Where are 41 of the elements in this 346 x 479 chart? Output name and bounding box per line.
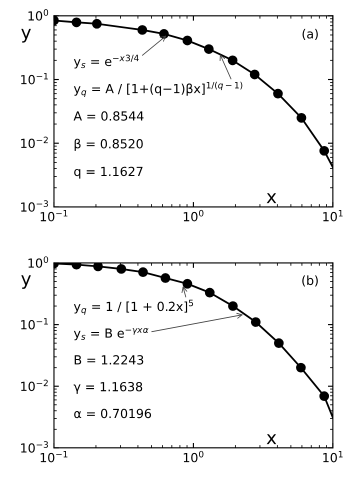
y-tick-label: 10$^{−3}$ [21,200,48,212]
y-tick-label: 10$^{−2}$ [21,136,48,148]
y-axis-title: y [21,275,31,289]
point [204,288,215,298]
point [228,301,238,311]
point [319,391,330,402]
annotation: α = 0.70196 [74,408,152,418]
annotation: β = 0.8520 [74,138,143,151]
point [274,338,284,348]
point [138,267,148,277]
annotation: y$_{q}$ = A / [1+(q−1)βx]$^{1/(q−1)}$ [74,82,242,97]
point [296,362,306,373]
y-axis-title: y [21,28,31,43]
point [250,317,261,327]
x-tick-label: 10$^{0}$ [184,210,204,222]
x-tick-label: 10$^{−1}$ [40,450,68,462]
x-tick-label: 10$^{−1}$ [40,210,68,222]
y-tick-label: 10$^{−3}$ [21,441,48,453]
annotation: (a) [302,28,318,40]
y-tick-label: 10$^{−2}$ [21,380,48,392]
point [116,264,126,274]
x-axis-title: x [266,434,276,444]
point [93,262,103,272]
y-tick-label: 10$^{−1}$ [21,318,48,330]
x-tick-label: 10$^{0}$ [184,450,204,462]
annotation: (b) [302,275,318,287]
annotation: y$_{s}$ = e$^{−x3/4}$ [74,54,139,69]
y-tick-label: 10$^{0}$ [28,256,48,268]
point [160,273,170,283]
annotation: γ = 1.1638 [74,382,142,394]
x-tick-label: 10$^{1}$ [323,450,343,462]
annotation: y$_{q}$ = 1 / [1 + 0.2x]$^{5}$ [74,300,194,315]
x-tick-label: 10$^{1}$ [323,210,343,222]
y-tick-label: 10$^{0}$ [28,9,48,21]
annotation: y$_{s}$ = B e$^{−γxα}$ [74,328,148,340]
y-tick-label: 10$^{−1}$ [21,73,48,84]
annotation: q = 1.1627 [74,166,143,179]
annotation: B = 1.2243 [74,355,144,365]
annotation: A = 0.8544 [74,111,144,121]
x-axis-title: x [266,193,276,204]
point [182,278,192,289]
